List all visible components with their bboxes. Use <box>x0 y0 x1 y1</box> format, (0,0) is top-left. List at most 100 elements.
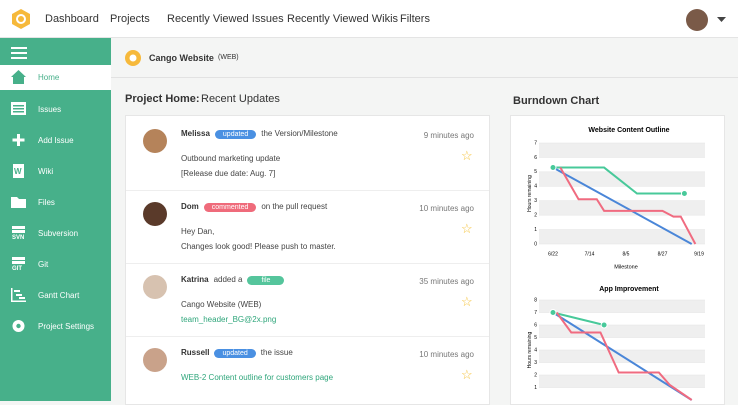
point-marker <box>680 190 688 197</box>
nav-item[interactable]: Recently Viewed Issues <box>167 13 284 25</box>
sidebar-icon <box>11 70 26 84</box>
sidebar-item[interactable]: Wiki <box>38 167 54 176</box>
user-name[interactable]: Katrina <box>181 275 209 284</box>
section-title: Burndown Chart <box>513 95 600 107</box>
project-header: Cango Website (WEB) <box>111 38 738 78</box>
update-header: Katrina added a file <box>181 275 289 285</box>
nav-item[interactable]: Projects <box>110 13 150 25</box>
sidebar-icon <box>11 197 26 208</box>
user-name[interactable]: Melissa <box>181 129 210 138</box>
y-tick-label: 3 <box>534 360 537 366</box>
favorite-star[interactable]: ☆ <box>461 294 473 309</box>
project-key: (WEB) <box>218 54 239 61</box>
sidebar-item[interactable]: Add Issue <box>38 136 74 145</box>
y-tick-label: 2 <box>534 372 537 378</box>
user-menu-caret[interactable] <box>717 17 726 23</box>
timestamp: 9 minutes ago <box>423 131 474 140</box>
user-name[interactable]: Dom <box>181 202 199 211</box>
sidebar-item[interactable]: Home <box>38 73 60 82</box>
project-name: Cango Website <box>149 53 214 63</box>
section-subtitle: Recent Updates <box>201 93 280 105</box>
sidebar-icon <box>12 226 25 233</box>
nav-item[interactable]: Filters <box>400 13 430 25</box>
series-line <box>553 166 685 195</box>
chart-title: Website Content Outline <box>588 127 669 134</box>
avatar[interactable] <box>143 129 167 153</box>
project-icon <box>125 50 141 66</box>
sidebar <box>0 38 111 401</box>
menu-toggle[interactable] <box>11 47 27 59</box>
sidebar-icon-text: W <box>14 167 22 176</box>
separator <box>126 190 489 191</box>
sidebar-item[interactable]: Files <box>38 198 55 207</box>
grid-band <box>539 229 705 244</box>
update-text: Hey Dan, <box>181 227 215 236</box>
grid-band <box>539 300 705 313</box>
favorite-star[interactable]: ☆ <box>461 148 473 163</box>
x-tick-label: 8/27 <box>658 251 668 257</box>
update-text: Changes look good! Please push to master… <box>181 242 336 251</box>
timestamp: 10 minutes ago <box>419 204 474 213</box>
series-line <box>559 167 697 245</box>
update-link[interactable]: team_header_BG@2x.png <box>181 315 277 324</box>
y-tick-label: 5 <box>534 169 537 175</box>
sidebar-item[interactable]: Git <box>38 260 49 269</box>
x-axis-label: Milestone <box>614 264 638 270</box>
action-text: on the pull request <box>261 202 328 211</box>
favorite-star[interactable]: ☆ <box>461 221 473 236</box>
point-marker <box>600 321 608 329</box>
x-tick-label: 6/22 <box>548 251 558 257</box>
sidebar-icon <box>13 164 24 178</box>
update-header: Dom commented on the pull request <box>181 202 327 212</box>
series-line <box>555 311 693 401</box>
sidebar-item[interactable]: Project Settings <box>38 322 95 331</box>
y-tick-label: 8 <box>534 297 537 303</box>
series-line <box>552 311 605 326</box>
sidebar-item[interactable]: Subversion <box>38 229 79 238</box>
nav-item[interactable]: Dashboard <box>45 13 99 25</box>
grid-band <box>539 325 705 338</box>
status-badge: file <box>247 276 285 285</box>
y-tick-label: 1 <box>534 385 537 391</box>
update-header: Russell updated the issue <box>181 348 293 358</box>
sidebar-icon-text: SVN <box>12 235 25 241</box>
y-tick-label: 2 <box>534 212 537 218</box>
timestamp: 35 minutes ago <box>419 277 474 286</box>
logo <box>12 9 30 29</box>
y-tick-label: 7 <box>534 310 537 316</box>
series-line <box>552 311 693 401</box>
update-link[interactable]: WEB-2 Content outline for customers page <box>181 373 334 382</box>
separator <box>126 263 489 264</box>
y-tick-label: 7 <box>534 140 537 146</box>
grid-band <box>539 200 705 216</box>
status-badge: commented <box>203 203 257 212</box>
x-tick-label: 7/14 <box>585 251 595 257</box>
avatar[interactable] <box>143 202 167 226</box>
top-bar: Dashboard Projects Recently Viewed Issue… <box>0 0 738 38</box>
update-text: [Release due date: Aug. 7] <box>181 169 276 178</box>
status-badge: updated <box>214 349 256 358</box>
sidebar-icon <box>12 134 25 146</box>
avatar[interactable] <box>143 275 167 299</box>
user-name[interactable]: Russell <box>181 348 210 357</box>
y-tick-label: 4 <box>534 184 537 190</box>
sidebar-item[interactable]: Issues <box>38 105 62 114</box>
sidebar-icon <box>12 320 25 332</box>
nav-item[interactable]: Recently Viewed Wikis <box>287 13 399 25</box>
user-avatar[interactable] <box>686 9 708 31</box>
favorite-star[interactable]: ☆ <box>461 367 473 382</box>
point-marker <box>549 164 557 172</box>
action-text: added a <box>213 275 243 284</box>
update-header: Melissa updated the Version/Milestone <box>181 129 338 139</box>
sidebar-item[interactable]: Gantt Chart <box>38 291 80 300</box>
y-tick-label: 3 <box>534 198 537 204</box>
avatar[interactable] <box>143 348 167 372</box>
point-marker <box>549 309 557 316</box>
y-tick-label: 1 <box>534 227 537 233</box>
action-text: the Version/Milestone <box>261 129 338 138</box>
y-tick-label: 6 <box>534 155 537 161</box>
y-axis-label: Hours remaining <box>527 331 533 368</box>
status-badge: updated <box>214 130 257 139</box>
